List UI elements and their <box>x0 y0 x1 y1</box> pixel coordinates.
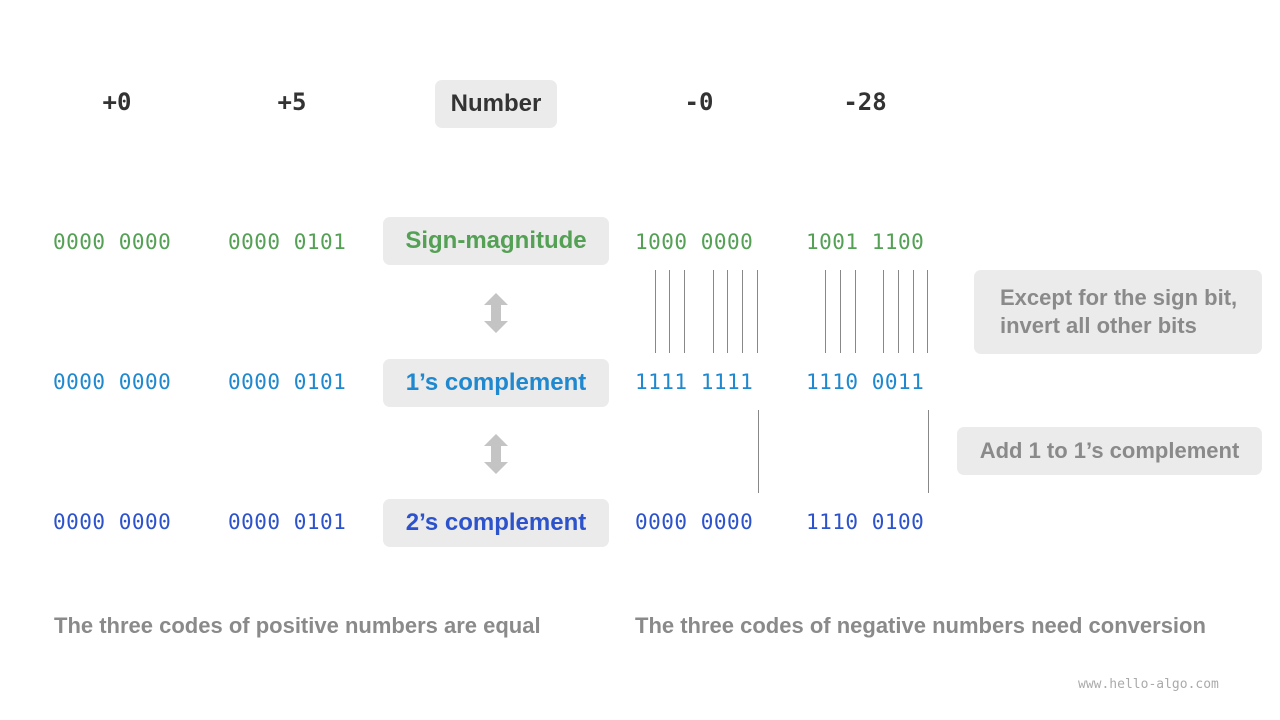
tc-neg0: 0000 0000 <box>635 510 754 534</box>
double-arrow-icon <box>484 434 508 474</box>
invert-line <box>898 270 899 353</box>
header-pos0: +0 <box>102 88 132 116</box>
watermark: www.hello-algo.com <box>1078 677 1219 692</box>
tc-pos5: 0000 0101 <box>228 510 347 534</box>
invert-line <box>684 270 685 353</box>
header-neg28: -28 <box>843 88 887 116</box>
oc-pos0: 0000 0000 <box>53 370 172 394</box>
invert-line <box>913 270 914 353</box>
sm-neg0: 1000 0000 <box>635 230 754 254</box>
caption-positive: The three codes of positive numbers are … <box>54 613 541 638</box>
invert-line <box>840 270 841 353</box>
label-twos-complement: 2’s complement <box>383 499 609 547</box>
invert-line <box>757 270 758 353</box>
double-arrow-icon <box>484 293 508 333</box>
invert-line <box>883 270 884 353</box>
sm-pos0: 0000 0000 <box>53 230 172 254</box>
note-add-one: Add 1 to 1’s complement <box>957 427 1262 475</box>
oc-pos5: 0000 0101 <box>228 370 347 394</box>
label-ones-complement: 1’s complement <box>383 359 609 407</box>
invert-line <box>713 270 714 353</box>
invert-line <box>825 270 826 353</box>
invert-line <box>727 270 728 353</box>
invert-line <box>855 270 856 353</box>
label-sign-magnitude: Sign-magnitude <box>383 217 609 265</box>
tc-pos0: 0000 0000 <box>53 510 172 534</box>
sm-neg28: 1001 1100 <box>806 230 925 254</box>
invert-line <box>742 270 743 353</box>
header-neg0: -0 <box>684 88 714 116</box>
invert-line <box>655 270 656 353</box>
tc-neg28: 1110 0100 <box>806 510 925 534</box>
caption-negative: The three codes of negative numbers need… <box>635 613 1206 638</box>
header-number: Number <box>435 80 557 128</box>
header-pos5: +5 <box>277 88 307 116</box>
oc-neg0: 1111 1111 <box>635 370 754 394</box>
note-invert: Except for the sign bit, invert all othe… <box>974 270 1262 354</box>
oc-neg28: 1110 0011 <box>806 370 925 394</box>
invert-line <box>669 270 670 353</box>
add-one-line <box>928 410 929 493</box>
add-one-line <box>758 410 759 493</box>
invert-line <box>927 270 928 353</box>
sm-pos5: 0000 0101 <box>228 230 347 254</box>
